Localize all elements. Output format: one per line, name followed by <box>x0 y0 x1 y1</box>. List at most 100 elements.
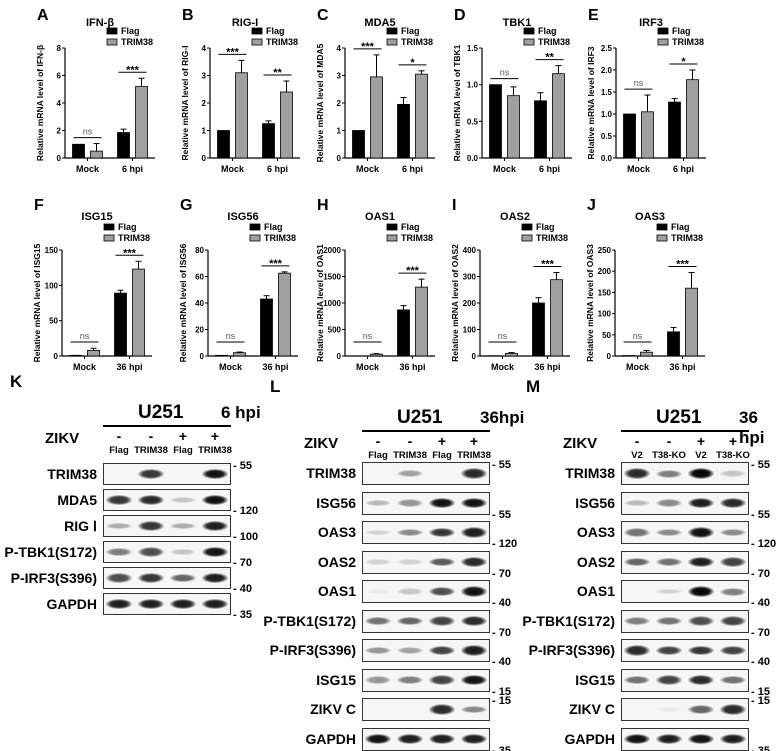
protein-band <box>202 572 228 584</box>
protein-band <box>397 733 423 745</box>
blot-row-label: GAPDH <box>564 730 615 747</box>
legend-label: TRIM38 <box>121 37 153 47</box>
significance-label: ns <box>363 331 373 341</box>
blot-row-label: P-TBK1(S172) <box>522 612 615 629</box>
y-tick-label: 3 <box>202 72 207 81</box>
legend-swatch-trim38 <box>249 234 261 242</box>
bar-trim38 <box>550 279 563 357</box>
protein-band <box>720 616 746 626</box>
protein-band <box>138 598 164 610</box>
molecular-weight-marker: - 70 <box>233 557 252 569</box>
molecular-weight-marker: - 40 <box>751 597 770 609</box>
zikv-sign: + <box>437 433 447 449</box>
blot-row-label: ISG56 <box>316 494 356 511</box>
protein-band <box>688 733 714 745</box>
protein-band <box>720 557 746 567</box>
y-tick-label: 3 <box>337 72 342 81</box>
y-tick-label: 4 <box>337 44 342 53</box>
molecular-weight-marker: - 55 <box>492 508 511 521</box>
y-tick-label: 150 <box>598 288 612 297</box>
y-axis-label: Relative mRNA level of ISG15 <box>32 243 42 362</box>
blot-p-tbk1-s172- <box>621 609 749 633</box>
x-tick-label: Mock <box>356 362 380 372</box>
significance-label: ns <box>634 78 644 88</box>
blot-oas1 <box>621 580 749 603</box>
blot-oas3 <box>362 521 490 544</box>
lane-label: V2 <box>631 450 643 461</box>
bar-flag <box>114 292 127 357</box>
zikv-sign: + <box>178 428 188 444</box>
chart-title: OAS2 <box>500 211 530 223</box>
legend-swatch-flag <box>386 223 398 231</box>
y-tick-label: 2.0 <box>601 66 613 75</box>
significance-label: *** <box>269 258 283 270</box>
legend-label: TRIM38 <box>671 233 703 243</box>
protein-band <box>461 733 487 745</box>
protein-band <box>656 588 682 595</box>
y-axis-label: Relative mRNA level of OAS3 <box>585 244 595 362</box>
time-point-label: 6 hpi <box>221 403 261 422</box>
significance-label: ns <box>500 68 510 78</box>
protein-band <box>720 497 746 509</box>
chart-title: TBK1 <box>503 17 532 29</box>
protein-band <box>624 557 650 567</box>
protein-band <box>429 704 455 715</box>
protein-band <box>106 495 132 505</box>
legend-label: TRIM38 <box>401 37 433 47</box>
legend-swatch-trim38 <box>521 234 533 242</box>
y-tick-label: 50 <box>49 317 58 326</box>
blot-row-label: P-TBK1(S172) <box>4 544 97 560</box>
legend-swatch-trim38 <box>523 38 535 46</box>
protein-band <box>397 528 423 537</box>
protein-band <box>138 469 164 479</box>
time-point-label: 36 hpi <box>739 408 765 447</box>
protein-band <box>138 547 164 557</box>
protein-band <box>656 616 682 626</box>
molecular-weight-marker: - 100 <box>233 531 259 543</box>
protein-band <box>365 529 391 536</box>
chart-title: IFN-β <box>86 17 114 29</box>
molecular-weight-marker: - 35 <box>492 744 511 751</box>
significance-label: ns <box>633 331 643 341</box>
legend-swatch-flag <box>657 27 669 35</box>
legend-swatch-trim38 <box>386 38 398 46</box>
bar-trim38 <box>278 272 291 357</box>
panel-letter: F <box>34 197 44 214</box>
x-tick-label: Mock <box>493 164 517 174</box>
blot-row-label: P-TBK1(S172) <box>263 612 356 629</box>
y-axis-label: Relative mRNA level of OAS1 <box>315 244 325 362</box>
y-tick-label: 0.0 <box>467 154 479 163</box>
bar-chart-B: B RIG-I Relative mRNA level of RIG-I 0 1 2 3 4 M… <box>180 7 300 174</box>
y-tick-label: 500 <box>328 326 342 335</box>
protein-band <box>429 557 455 567</box>
chart-title: MDA5 <box>364 17 395 29</box>
x-tick-label: Mock <box>626 362 650 372</box>
bar-flag <box>117 132 130 159</box>
legend-swatch-flag <box>251 27 263 35</box>
bar-trim38 <box>280 91 293 159</box>
bar-trim38 <box>235 72 248 159</box>
significance-label: ** <box>545 52 554 64</box>
y-tick-label: 0 <box>54 352 59 361</box>
y-tick-label: 8 <box>57 44 62 53</box>
blot-p-irf3-s396- <box>621 639 749 662</box>
legend-label: Flag <box>121 26 140 36</box>
molecular-weight-marker: - 35 <box>233 609 252 621</box>
legend-swatch-flag <box>103 223 115 231</box>
legend-label: Flag <box>401 222 420 232</box>
protein-band <box>624 468 650 479</box>
blot-p-irf3-s396- <box>362 639 490 662</box>
blot-row-label: P-IRF3(S396) <box>528 642 615 658</box>
protein-band <box>170 573 196 583</box>
bar-flag <box>215 354 228 357</box>
bar-flag <box>667 331 680 357</box>
blot-row-label: P-IRF3(S396) <box>10 570 97 586</box>
x-tick-label: Mock <box>73 362 97 372</box>
zikv-sign: - <box>666 433 672 449</box>
protein-band <box>688 586 714 597</box>
legend-swatch-trim38 <box>251 38 263 46</box>
protein-band <box>624 499 650 507</box>
protein-band <box>202 598 228 610</box>
bar-chart-A: A IFN-β Relative mRNA level of IFN-β 0 2 4 6 8 M… <box>35 7 155 174</box>
